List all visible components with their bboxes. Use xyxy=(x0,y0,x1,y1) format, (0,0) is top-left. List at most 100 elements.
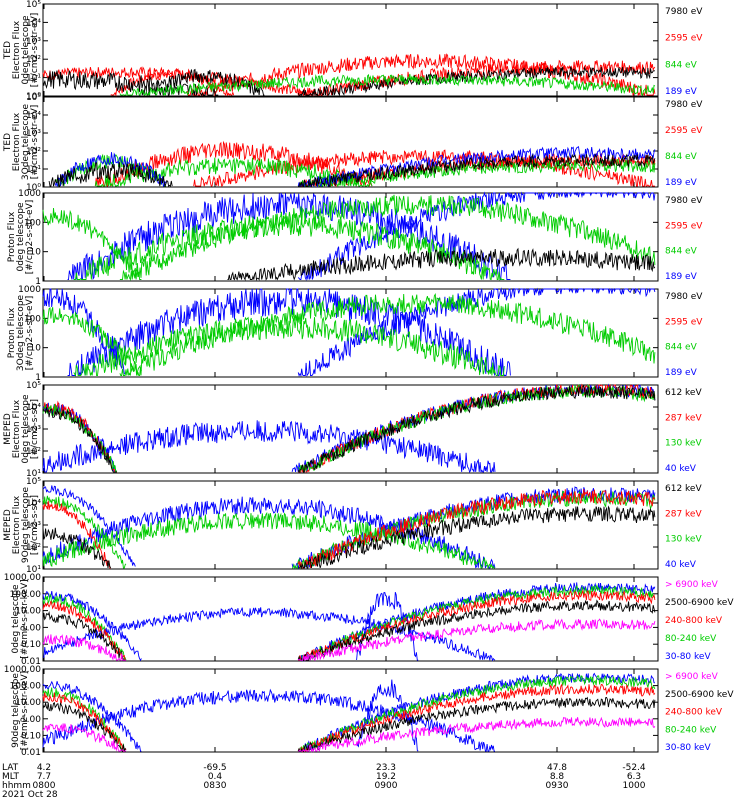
legend-entry: 189 eV xyxy=(665,272,698,282)
series-trace--6900-keV xyxy=(42,634,126,661)
legend-entry: 7980 eV xyxy=(665,196,703,206)
series-trace-240-800-keV xyxy=(42,600,126,661)
y-axis-label: TED xyxy=(3,133,13,152)
series-trace-2595-eV xyxy=(42,66,317,97)
x-tick-hhmm: 0830 xyxy=(204,781,227,791)
series-trace-2595-eV xyxy=(187,53,656,97)
y-axis-label: MEPED xyxy=(3,509,13,541)
y-tick-label: 10³ xyxy=(26,37,41,47)
panel-frame-1 xyxy=(42,3,659,97)
series-trace-7980-eV xyxy=(48,162,173,188)
legend-entry: 80-240 keV xyxy=(665,725,717,735)
series-trace-130-keV xyxy=(42,403,118,474)
series-trace-844-eV xyxy=(42,306,142,376)
y-axis-label: MEPED xyxy=(3,413,13,445)
y-axis-label: [#/cm2-s-str] xyxy=(30,399,40,459)
legend-entry: 240-800 keV xyxy=(665,616,723,626)
y-axis-label: Electron Flux xyxy=(12,399,22,458)
y-tick-label: 10² xyxy=(26,147,41,157)
y-tick-label: 10³ xyxy=(26,521,41,531)
series-trace-130-keV xyxy=(42,511,495,570)
y-tick-label: 10⁵ xyxy=(26,0,41,10)
x-tick-hhmm: 0900 xyxy=(375,781,398,791)
y-axis-label: Electron Flux xyxy=(12,112,22,171)
series-trace-189-eV xyxy=(67,288,511,376)
legend-entry: 30-80 keV xyxy=(665,743,711,753)
legend-entry: 2595 eV xyxy=(665,317,703,327)
series-trace--6900-keV xyxy=(297,618,656,662)
y-axis-label: 0deg telescope xyxy=(11,584,21,654)
y-tick-label: 1.00 xyxy=(21,715,41,725)
legend-entry: 2500-6900 keV xyxy=(665,690,734,700)
series-trace-287-keV xyxy=(297,489,656,569)
y-tick-label: 100.00 xyxy=(10,590,42,600)
legend-entry: 7980 eV xyxy=(665,100,703,110)
series-trace-30-80-keV xyxy=(356,592,419,661)
y-tick-label: 10 xyxy=(30,344,42,354)
series-trace-612-keV xyxy=(298,505,656,570)
y-tick-label: 10⁴ xyxy=(26,499,41,509)
series-trace-30-80-keV xyxy=(42,688,495,752)
series-trace-189-eV xyxy=(67,192,511,281)
series-trace-240-800-keV xyxy=(298,589,656,662)
series-trace-80-240-keV xyxy=(298,584,656,661)
series-trace-7980-eV xyxy=(298,153,656,188)
panel-frame-5 xyxy=(42,384,659,474)
series-trace-130-keV xyxy=(297,383,656,473)
legend-entry: 844 eV xyxy=(665,152,698,162)
legend-entry: 30-80 keV xyxy=(665,652,711,662)
legend-entry: 2595 eV xyxy=(665,126,703,136)
x-tick-hhmm: 0800 xyxy=(33,781,56,791)
y-tick-label: 10⁵ xyxy=(26,381,41,391)
y-tick-label: 10³ xyxy=(26,425,41,435)
y-axis-label: Proton Flux xyxy=(7,307,17,358)
series-trace-844-eV xyxy=(119,194,656,281)
series-trace-2595-eV xyxy=(110,68,235,97)
y-tick-label: 10⁰ xyxy=(26,92,41,102)
y-tick-label: 10¹ xyxy=(26,469,41,479)
x-tick-mlt: 6.3 xyxy=(627,772,641,782)
y-tick-label: 100 xyxy=(24,314,41,324)
legend-entry: 240-800 keV xyxy=(665,708,723,718)
legend-entry: 612 keV xyxy=(665,388,702,398)
legend-entry: 130 keV xyxy=(665,535,702,545)
y-axis-label: 0deg telescope xyxy=(21,394,31,464)
y-axis-label: [#/cm2-s-str] xyxy=(30,495,40,555)
series-trace-240-800-keV xyxy=(42,692,127,752)
legend-entry: 7980 eV xyxy=(665,7,703,17)
x-tick-lat: 47.8 xyxy=(547,763,567,773)
series-trace-7980-eV xyxy=(227,247,656,281)
y-axis-label: Electron Flux xyxy=(12,495,22,554)
legend-entry: 189 eV xyxy=(665,178,698,188)
legend-entry: 7980 eV xyxy=(665,292,703,302)
y-axis-label: TED xyxy=(3,41,13,60)
y-tick-label: 1000.00 xyxy=(4,665,41,675)
series-trace-612-keV xyxy=(297,385,656,473)
panel-frame-8 xyxy=(42,668,659,753)
legend-entry: 2595 eV xyxy=(665,34,703,44)
y-tick-label: 10² xyxy=(26,55,41,65)
date-label: 2021 Oct 28 xyxy=(2,790,58,800)
series-trace-189-eV xyxy=(54,152,167,188)
x-tick-lat: -69.5 xyxy=(203,763,226,773)
x-tick-mlt: 7.7 xyxy=(37,772,51,782)
legend-entry: 287 keV xyxy=(665,509,702,519)
y-tick-label: 1.00 xyxy=(21,623,41,633)
series-trace-844-eV xyxy=(119,293,656,376)
y-tick-label: 10.00 xyxy=(15,698,41,708)
y-tick-label: 1000.00 xyxy=(4,573,41,583)
y-tick-label: 0.01 xyxy=(21,657,41,667)
y-tick-label: 10⁴ xyxy=(26,403,41,413)
y-tick-label: 10⁴ xyxy=(26,18,41,28)
x-tick-hhmm: 0930 xyxy=(546,781,569,791)
y-axis-label: [#/cm2-s-str-keV] xyxy=(20,579,30,658)
legend-entry: 287 keV xyxy=(665,413,702,423)
series-trace-30-80-keV xyxy=(42,591,142,662)
legend-entry: 2595 eV xyxy=(665,221,703,231)
panel-frame-2 xyxy=(42,96,659,188)
series-trace--6900-keV xyxy=(42,723,127,752)
legend-entry: 844 eV xyxy=(665,247,698,257)
y-axis-label: 0deg telescope xyxy=(16,202,26,272)
series-trace-40-keV xyxy=(42,420,496,474)
panel-frame-3 xyxy=(42,192,659,282)
